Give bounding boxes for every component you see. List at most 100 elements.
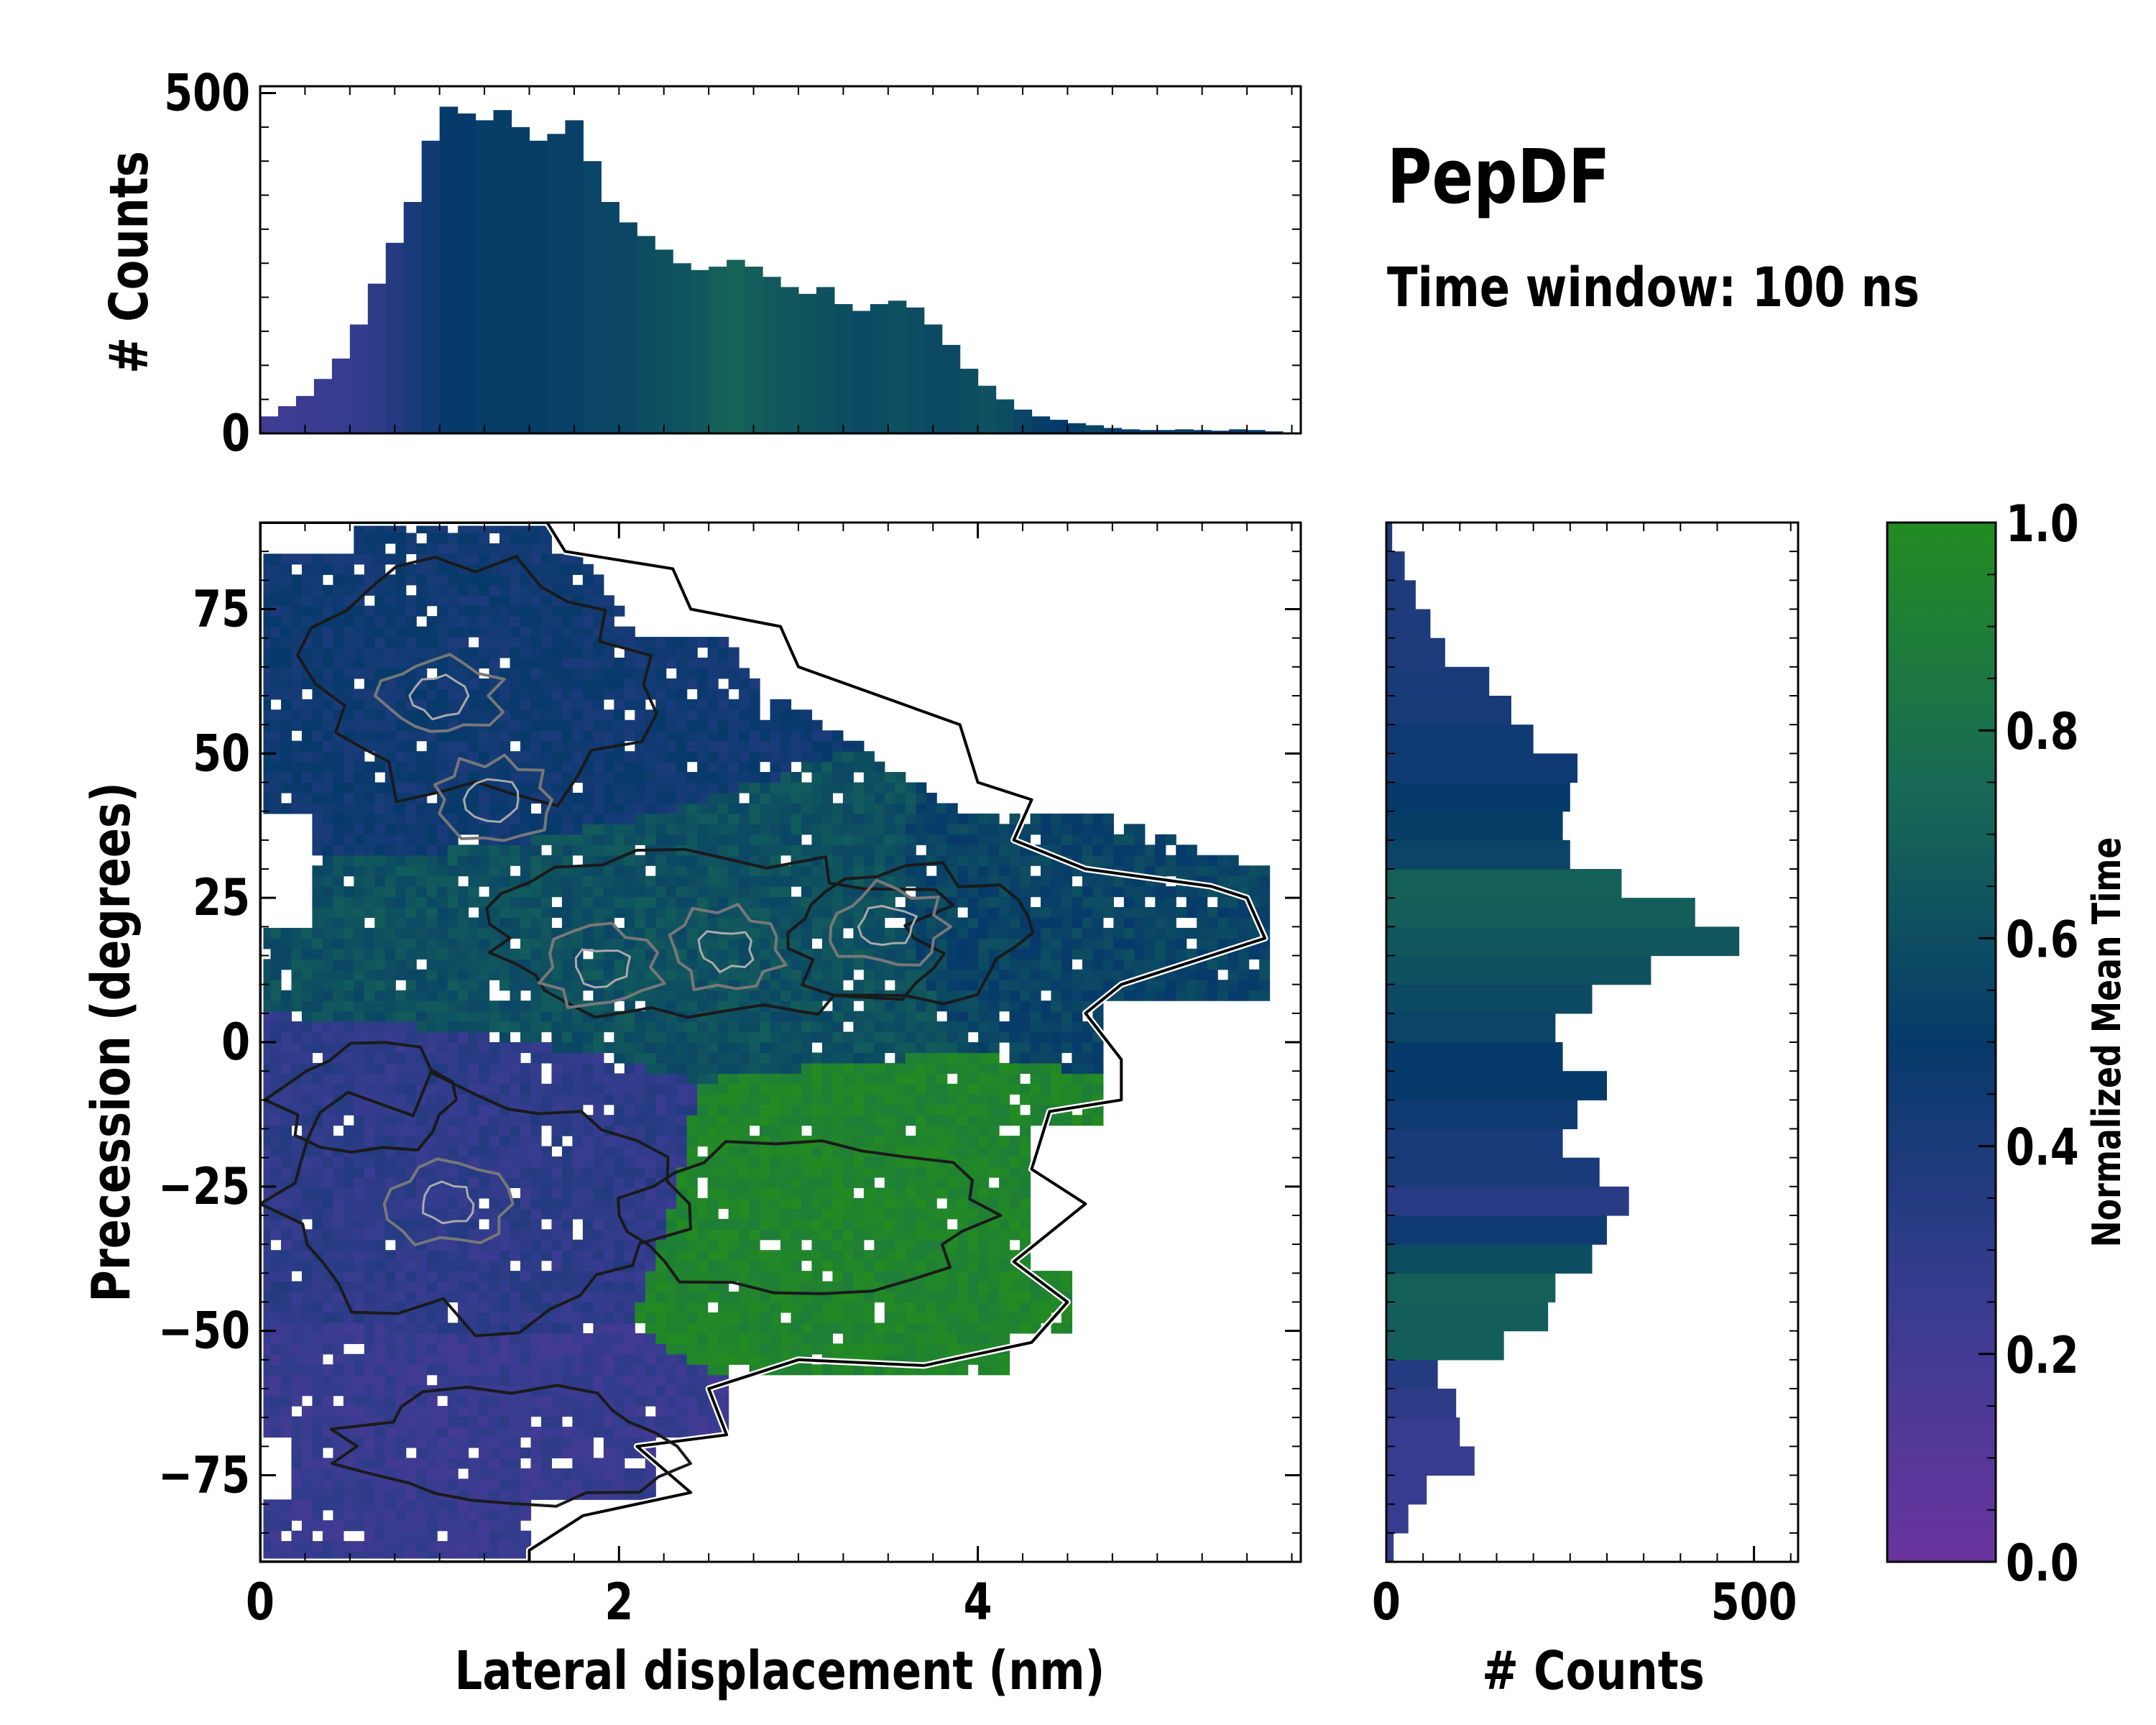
heatmap-cell xyxy=(468,1302,479,1313)
heatmap-cell xyxy=(499,1021,511,1033)
heatmap-cell xyxy=(676,1136,688,1147)
heatmap-cell xyxy=(405,1427,417,1438)
heatmap-cell xyxy=(718,834,729,845)
heatmap-cell xyxy=(343,1197,354,1209)
heatmap-cell xyxy=(635,1052,646,1064)
heatmap-cell xyxy=(676,1312,688,1324)
top-hist-bar xyxy=(457,113,476,433)
heatmap-cell xyxy=(853,792,865,804)
heatmap-cell xyxy=(301,948,313,960)
heatmap-cell xyxy=(468,1509,479,1521)
heatmap-cell xyxy=(333,917,344,929)
heatmap-cell xyxy=(551,1156,563,1168)
heatmap-cell xyxy=(530,1427,542,1438)
heatmap-cell xyxy=(333,1509,344,1521)
heatmap-cell xyxy=(468,1478,479,1490)
heatmap-cell xyxy=(853,813,865,824)
heatmap-cell xyxy=(582,1021,594,1033)
heatmap-cell xyxy=(540,1021,553,1033)
heatmap-cell xyxy=(312,689,323,700)
heatmap-cell xyxy=(718,657,729,669)
heatmap-cell xyxy=(811,1083,823,1095)
heatmap-cell xyxy=(593,1292,604,1303)
heatmap-cell xyxy=(343,668,354,679)
heatmap-cell xyxy=(707,1167,719,1178)
heatmap-cell xyxy=(312,626,323,638)
heatmap-cell xyxy=(437,740,448,752)
heatmap-cell xyxy=(479,1343,490,1355)
heatmap-cell xyxy=(770,772,781,783)
heatmap-cell xyxy=(405,1385,417,1397)
heatmap-cell xyxy=(770,969,781,980)
heatmap-cell xyxy=(853,1292,865,1303)
heatmap-cell xyxy=(510,1312,521,1324)
heatmap-cell xyxy=(426,1052,438,1064)
heatmap-cell xyxy=(645,1489,656,1500)
heatmap-cell xyxy=(561,657,573,669)
heatmap-cell xyxy=(468,792,479,804)
heatmap-cell xyxy=(270,1031,282,1043)
heatmap-cell xyxy=(437,938,448,949)
heatmap-cell xyxy=(489,616,500,627)
heatmap-cell xyxy=(447,1478,459,1490)
heatmap-cell xyxy=(364,1011,375,1022)
heatmap-cell xyxy=(853,1083,865,1095)
heatmap-cell xyxy=(749,1073,760,1085)
heatmap-cell xyxy=(447,637,459,648)
heatmap-cell xyxy=(322,948,333,960)
heatmap-cell xyxy=(426,1520,438,1532)
heatmap-cell xyxy=(437,969,448,980)
heatmap-cell xyxy=(739,1260,750,1271)
heatmap-cell xyxy=(458,1052,469,1064)
heatmap-cell xyxy=(853,1271,865,1282)
heatmap-cell xyxy=(770,1177,781,1189)
heatmap-cell xyxy=(749,1292,760,1303)
heatmap-cell xyxy=(593,896,604,908)
heatmap-cell xyxy=(603,1115,614,1126)
heatmap-cell xyxy=(842,1000,854,1012)
heatmap-cell xyxy=(416,948,428,960)
heatmap-cell xyxy=(676,1062,688,1074)
heatmap-cell xyxy=(312,1197,323,1209)
top-hist-bar xyxy=(1085,425,1104,433)
heatmap-cell xyxy=(697,990,709,1001)
heatmap-cell xyxy=(479,1052,490,1064)
heatmap-cell xyxy=(540,1406,553,1417)
heatmap-cell xyxy=(468,1094,479,1105)
heatmap-cell xyxy=(437,907,448,919)
heatmap-cell xyxy=(572,1353,584,1365)
heatmap-cell xyxy=(468,740,479,752)
heatmap-cell xyxy=(499,1322,511,1334)
heatmap-cell xyxy=(458,1239,469,1251)
heatmap-cell xyxy=(458,1458,469,1469)
heatmap-cell xyxy=(645,1083,656,1095)
heatmap-cell xyxy=(635,948,646,960)
heatmap-cell xyxy=(333,637,344,648)
heatmap-cell xyxy=(322,969,333,980)
heatmap-cell xyxy=(270,637,282,648)
heatmap-cell xyxy=(301,782,313,794)
heatmap-cell xyxy=(405,1489,417,1500)
heatmap-cell xyxy=(821,813,833,824)
heatmap-cell xyxy=(749,1094,760,1105)
heatmap-cell xyxy=(832,969,844,980)
heatmap-cell xyxy=(489,574,500,586)
heatmap-cell xyxy=(853,980,865,991)
heatmap-cell xyxy=(270,1011,282,1022)
heatmap-cell xyxy=(624,1478,635,1490)
heatmap-cell xyxy=(301,740,313,752)
heatmap-cell xyxy=(520,605,532,617)
heatmap-cell xyxy=(364,574,375,586)
heatmap-cell xyxy=(780,1281,792,1292)
heatmap-cell xyxy=(655,1271,667,1282)
heatmap-cell xyxy=(593,761,604,773)
heatmap-cell xyxy=(374,584,386,596)
heatmap-cell xyxy=(624,1083,635,1095)
heatmap-cell xyxy=(665,1136,677,1147)
heatmap-cell xyxy=(603,678,614,689)
heatmap-cell xyxy=(551,969,563,980)
heatmap-cell xyxy=(749,699,760,710)
heatmap-cell xyxy=(739,813,750,824)
heatmap-cell xyxy=(770,1302,781,1313)
heatmap-cell xyxy=(458,803,469,814)
